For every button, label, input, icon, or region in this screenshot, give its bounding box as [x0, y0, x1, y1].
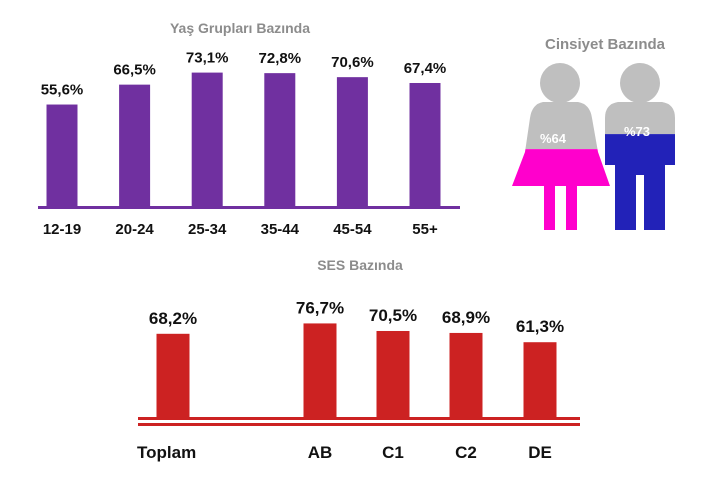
age-bar [336, 77, 368, 206]
age-bar [191, 72, 223, 206]
age-category-label: 12-19 [43, 221, 81, 238]
age-bar [46, 104, 78, 206]
gender-chart-title: Cinsiyet Bazında [544, 36, 666, 53]
age-value-label: 72,8% [259, 50, 302, 67]
ses-bar [303, 323, 337, 417]
age-value-label: 66,5% [113, 62, 156, 79]
ses-value-label: 68,9% [442, 308, 490, 327]
age-bar [119, 84, 151, 206]
age-baseline [38, 206, 460, 209]
ses-bar [156, 333, 190, 417]
age-chart-title: Yaş Grupları Bazında [169, 20, 311, 36]
age-bar [264, 73, 296, 206]
ses-bar [376, 330, 410, 417]
ses-category-label: Toplam [137, 443, 196, 462]
ses-category-label: AB [308, 443, 333, 462]
ses-chart-title: SES Bazında [317, 257, 403, 273]
age-category-label: 35-44 [261, 221, 300, 238]
age-category-label: 45-54 [333, 221, 372, 238]
age-bar [409, 82, 441, 206]
age-category-label: 25-34 [188, 221, 227, 238]
ses-category-label: C1 [382, 443, 404, 462]
ses-category-label: C2 [455, 443, 477, 462]
age-value-label: 67,4% [404, 60, 447, 77]
ses-value-label: 68,2% [149, 309, 197, 328]
ses-baseline [138, 417, 580, 420]
female-percentage-label: %64 [540, 131, 567, 146]
ses-value-label: 70,5% [369, 306, 417, 325]
age-value-label: 73,1% [186, 50, 229, 67]
ses-value-label: 76,7% [296, 298, 344, 317]
age-category-label: 55+ [412, 221, 438, 238]
ses-bar [523, 342, 557, 417]
ses-value-label: 61,3% [516, 317, 564, 336]
ses-category-label: DE [528, 443, 552, 462]
age-value-label: 55,6% [41, 82, 84, 99]
age-category-label: 20-24 [115, 221, 154, 238]
age-value-label: 70,6% [331, 54, 374, 71]
male-percentage-label: %73 [624, 124, 650, 139]
ses-baseline-secondary [138, 423, 580, 426]
ses-bar [449, 332, 483, 417]
